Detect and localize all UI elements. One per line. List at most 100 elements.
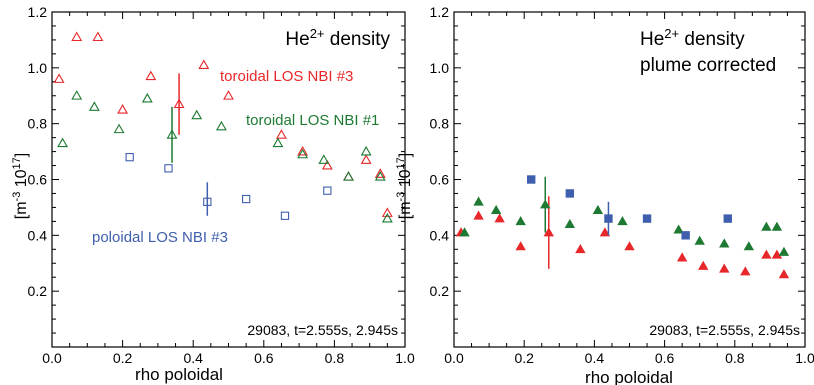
right-green-triangle-point bbox=[564, 218, 576, 228]
right-red-triangle-point bbox=[698, 260, 709, 270]
right-shot-label: 29083, t=2.555s, 2.945s bbox=[649, 322, 800, 338]
right-x-tick-label: 0.2 bbox=[514, 350, 534, 366]
right-green-triangle-point bbox=[490, 204, 502, 214]
right-blue-square-point bbox=[604, 214, 613, 223]
right-red-triangle-point bbox=[599, 227, 611, 237]
left-panel-title: He2+ density bbox=[285, 26, 390, 51]
left-red-triangle-point bbox=[276, 129, 287, 139]
legend-toroidal-nbi1: toroidal LOS NBI #1 bbox=[246, 112, 379, 129]
right-green-triangle-point bbox=[473, 196, 484, 206]
left-y-axis-label: [m-3 1017] bbox=[11, 153, 30, 220]
right-red-triangle-point bbox=[719, 263, 730, 273]
right-green-triangle-point bbox=[743, 241, 755, 251]
left-x-tick-label: 0.6 bbox=[254, 350, 274, 366]
left-red-triangle-point bbox=[53, 73, 65, 83]
left-x-tick-label: 0.2 bbox=[113, 350, 133, 366]
right-x-tick-label: 1.0 bbox=[795, 350, 814, 366]
right-red-triangle-point bbox=[543, 227, 554, 237]
left-green-triangle-point bbox=[166, 129, 178, 139]
left-red-triangle-point bbox=[71, 31, 83, 42]
left-x-tick-label: 1.0 bbox=[395, 350, 415, 366]
right-panel-title: He2+ density bbox=[640, 26, 745, 51]
right-y-tick-label: 0.2 bbox=[430, 283, 450, 299]
left-green-triangle-point bbox=[191, 109, 203, 120]
right-green-triangle-point bbox=[771, 221, 783, 231]
left-red-triangle-point bbox=[297, 145, 309, 156]
left-green-triangle-point bbox=[88, 101, 100, 111]
right-green-triangle-point bbox=[592, 204, 604, 214]
right-blue-square-point bbox=[565, 189, 575, 198]
left-blue-square-point bbox=[280, 211, 290, 220]
right-green-triangle-point bbox=[515, 216, 526, 226]
left-y-tick-label: 1.2 bbox=[28, 4, 48, 20]
right-blue-square-point bbox=[642, 214, 652, 223]
left-red-triangle-point bbox=[117, 104, 129, 114]
left-green-triangle-point bbox=[57, 137, 69, 148]
left-red-triangle-point bbox=[381, 207, 393, 217]
left-green-triangle-point bbox=[343, 171, 354, 181]
right-green-triangle-point bbox=[719, 238, 730, 248]
right-blue-square-point bbox=[723, 214, 732, 223]
right-red-triangle-point bbox=[575, 243, 586, 254]
left-green-triangle-point bbox=[360, 145, 372, 156]
left-red-triangle-point bbox=[343, 171, 354, 181]
right-panel: [m-3 1017] rho poloidal He2+ density plu… bbox=[395, 4, 814, 385]
left-blue-square-point bbox=[242, 194, 251, 204]
right-x-axis-label: rho poloidal bbox=[585, 368, 673, 385]
left-blue-square-point bbox=[125, 153, 134, 162]
left-blue-square-point bbox=[164, 164, 173, 173]
right-green-triangle-point bbox=[459, 227, 470, 237]
left-y-tick-label: 0.6 bbox=[28, 172, 48, 188]
right-green-triangle-point bbox=[617, 216, 628, 226]
left-y-tick-label: 0.8 bbox=[28, 116, 48, 132]
left-red-triangle-point bbox=[145, 70, 157, 81]
left-x-tick-label: 0.0 bbox=[42, 350, 62, 366]
left-red-triangle-point bbox=[360, 154, 372, 164]
right-red-triangle-point bbox=[740, 266, 751, 276]
left-plot-frame bbox=[51, 11, 406, 348]
left-panel: [m-3 1017] rho poloidal He2+ density tor… bbox=[11, 4, 415, 384]
left-x-tick-label: 0.8 bbox=[325, 350, 345, 366]
right-y-tick-label: 1.0 bbox=[430, 60, 450, 76]
left-red-triangle-point bbox=[321, 159, 333, 170]
right-y-tick-label: 0.4 bbox=[430, 227, 450, 243]
right-green-triangle-point bbox=[673, 224, 684, 234]
left-green-triangle-point bbox=[141, 92, 153, 103]
right-blue-square-point bbox=[527, 175, 536, 184]
right-green-triangle-point bbox=[761, 221, 772, 231]
right-green-triangle-point bbox=[778, 246, 790, 256]
left-y-tick-label: 0.2 bbox=[28, 283, 48, 299]
right-panel-title-line2: plume corrected bbox=[640, 55, 776, 76]
left-green-triangle-point bbox=[381, 212, 393, 223]
left-green-triangle-point bbox=[71, 90, 83, 100]
right-x-tick-label: 0.4 bbox=[585, 350, 605, 366]
right-red-triangle-point bbox=[494, 213, 505, 223]
right-red-triangle-point bbox=[624, 241, 635, 251]
right-red-triangle-point bbox=[771, 249, 783, 259]
left-shot-label: 29083, t=2.555s, 2.945s bbox=[247, 322, 398, 338]
right-blue-square-point bbox=[681, 231, 690, 240]
left-green-triangle-point bbox=[297, 148, 309, 159]
right-y-tick-label: 1.2 bbox=[430, 4, 450, 20]
left-green-triangle-point bbox=[215, 120, 227, 131]
left-red-triangle-point bbox=[173, 98, 185, 109]
left-red-triangle-point bbox=[374, 168, 386, 178]
left-blue-square-point bbox=[203, 197, 212, 206]
right-red-triangle-point bbox=[761, 249, 772, 259]
right-red-triangle-point bbox=[778, 269, 790, 279]
right-green-triangle-point bbox=[694, 235, 705, 245]
left-red-triangle-point bbox=[223, 90, 234, 100]
left-x-axis-label: rho poloidal bbox=[135, 365, 223, 384]
left-y-tick-label: 0.4 bbox=[28, 227, 48, 243]
left-green-triangle-point bbox=[374, 171, 386, 181]
legend-poloidal-nbi3: poloidal LOS NBI #3 bbox=[92, 229, 228, 246]
left-green-triangle-point bbox=[318, 154, 330, 164]
left-x-tick-label: 0.4 bbox=[183, 350, 203, 366]
right-red-triangle-point bbox=[676, 252, 688, 262]
right-x-tick-label: 0.8 bbox=[725, 350, 745, 366]
right-y-axis-label: [m-3 1017] bbox=[395, 153, 414, 220]
right-x-tick-label: 0.0 bbox=[444, 350, 464, 366]
right-y-tick-label: 0.8 bbox=[430, 116, 450, 132]
left-red-triangle-point bbox=[92, 31, 104, 42]
